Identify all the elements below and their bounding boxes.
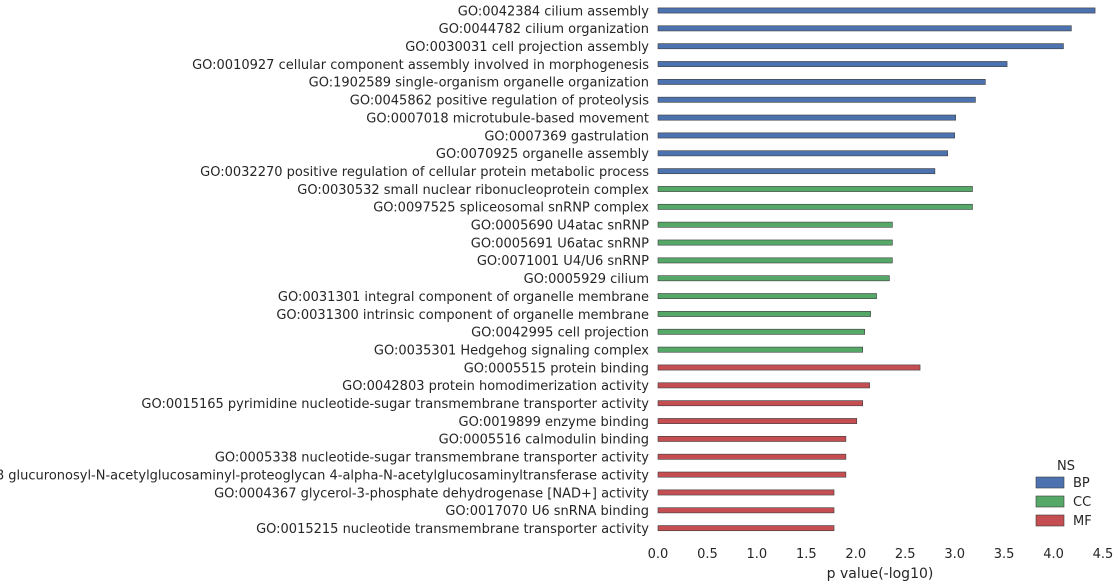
bar-24	[657, 418, 858, 424]
bar-27	[657, 471, 847, 478]
bar-14	[657, 239, 893, 246]
x-tick-label: 3.5	[994, 547, 1015, 562]
bar-28	[657, 489, 835, 496]
x-tick-label: 0.0	[648, 547, 669, 562]
bar-30	[657, 525, 835, 532]
category-label-3: GO:0030031 cell projection assembly	[405, 40, 649, 55]
bar-23	[657, 400, 863, 407]
bar-29	[657, 507, 835, 514]
category-label-5: GO:1902589 single-organism organelle org…	[309, 76, 649, 91]
category-label-1: GO:0042384 cilium assembly	[458, 4, 650, 19]
bar-2	[657, 25, 1072, 32]
category-label-22: GO:0042803 protein homodimerization acti…	[342, 379, 649, 394]
category-label-20: GO:0035301 Hedgehog signaling complex	[374, 343, 649, 358]
category-label-14: GO:0005691 U6atac snRNP	[471, 236, 649, 251]
bar-1	[657, 7, 1096, 14]
category-label-18: GO:0031300 intrinsic component of organe…	[276, 308, 649, 323]
x-tick-label: 2.0	[845, 547, 866, 562]
category-label-11: GO:0030532 small nuclear ribonucleoprote…	[297, 183, 649, 198]
bar-5	[657, 79, 986, 85]
bar-20	[657, 346, 863, 353]
bar-16	[657, 275, 890, 282]
x-tick-label: 2.5	[895, 547, 916, 562]
category-label-21: GO:0005515 protein binding	[464, 361, 649, 376]
category-label-23: GO:0015165 pyrimidine nucleotide-sugar t…	[141, 397, 649, 412]
category-label-17: GO:0031301 integral component of organel…	[278, 290, 649, 305]
category-label-19: GO:0042995 cell projection	[471, 326, 649, 341]
bar-3	[657, 43, 1064, 50]
x-axis-title: p value(-log10)	[827, 566, 934, 582]
legend: NS BP CC MF	[1035, 459, 1092, 529]
category-label-30: GO:0015215 nucleotide transmembrane tran…	[256, 522, 649, 537]
x-tick-label: 1.0	[747, 547, 768, 562]
x-tick-label: 4.5	[1093, 547, 1114, 562]
category-label-6: GO:0045862 positive regulation of proteo…	[350, 94, 649, 109]
bar-25	[657, 435, 847, 442]
category-label-25: GO:0005516 calmodulin binding	[439, 433, 649, 448]
bar-10	[657, 168, 936, 175]
bar-19	[657, 328, 865, 335]
category-label-24: GO:0019899 enzyme binding	[459, 415, 650, 430]
category-label-10: GO:0032270 positive regulation of cellul…	[200, 165, 649, 180]
bar-7	[657, 114, 956, 121]
category-label-28: GO:0004367 glycerol-3-phosphate dehydrog…	[214, 486, 649, 501]
x-tick-label: 0.5	[697, 547, 718, 562]
bar-9	[657, 150, 949, 157]
category-label-26: GO:0005338 nucleotide-sugar transmembran…	[215, 451, 649, 466]
bar-22	[657, 382, 870, 389]
legend-label-bp: BP	[1073, 476, 1090, 491]
category-label-7: GO:0007018 microtubule-based movement	[366, 111, 649, 126]
legend-swatch-mf	[1035, 514, 1065, 527]
category-label-29: GO:0017070 U6 snRNA binding	[445, 504, 649, 519]
category-label-15: GO:0071001 U4/U6 snRNP	[477, 254, 649, 269]
bar-17	[657, 293, 877, 299]
bar-13	[657, 221, 893, 228]
x-axis: 0.0 0.5 1.0 1.5 2.0 2.5 3.0 3.5 4.0 4.5	[648, 547, 1114, 562]
x-tick-label: 4.0	[1043, 547, 1064, 562]
category-label-13: GO:0005690 U4atac snRNP	[471, 219, 649, 234]
bar-4	[657, 61, 1008, 67]
category-label-9: GO:0070925 organelle assembly	[436, 147, 649, 162]
bar-6	[657, 96, 976, 103]
category-label-4: GO:0010927 cellular component assembly i…	[192, 58, 649, 73]
category-label-27: GO:0050508 glucuronosyl-N-acetylglucosam…	[0, 468, 649, 483]
bar-8	[657, 132, 955, 139]
bar-18	[657, 311, 871, 317]
legend-label-cc: CC	[1073, 495, 1091, 510]
bar-15	[657, 257, 893, 264]
x-tick-label: 3.0	[944, 547, 965, 562]
category-label-16: GO:0005929 cilium	[524, 272, 649, 287]
bar-11	[657, 186, 973, 192]
bars-layer	[657, 7, 1096, 532]
category-label-12: GO:0097525 spliceosomal snRNP complex	[373, 201, 649, 216]
bar-26	[657, 453, 847, 460]
category-label-2: GO:0044782 cilium organization	[439, 22, 649, 37]
category-labels: GO:0042384 cilium assembly GO:0044782 cil…	[0, 4, 649, 537]
legend-label-mf: MF	[1073, 514, 1092, 529]
legend-title: NS	[1057, 459, 1075, 474]
legend-swatch-bp	[1035, 476, 1065, 489]
x-tick-label: 1.5	[796, 547, 817, 562]
legend-swatch-cc	[1035, 495, 1065, 508]
bar-12	[657, 203, 973, 210]
bar-21	[657, 364, 921, 371]
category-label-8: GO:0007369 gastrulation	[484, 129, 649, 144]
